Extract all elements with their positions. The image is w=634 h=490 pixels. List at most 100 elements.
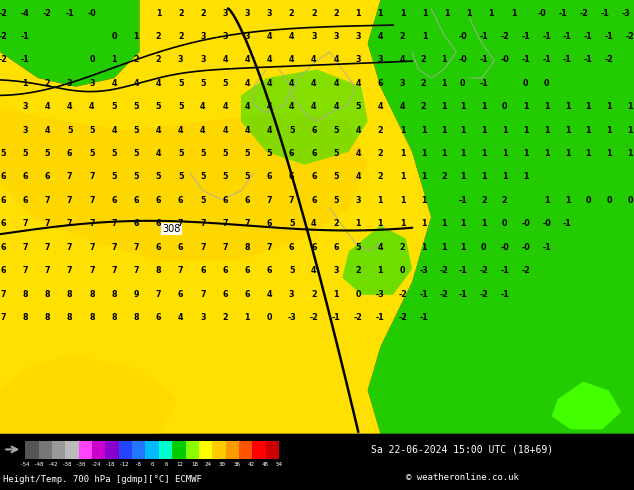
Text: 7: 7 — [23, 266, 28, 275]
Text: -1: -1 — [542, 243, 551, 252]
Text: -1: -1 — [376, 313, 385, 322]
Text: 1: 1 — [544, 125, 549, 135]
Text: 7: 7 — [45, 243, 50, 252]
Text: 2: 2 — [178, 32, 183, 41]
Text: 4: 4 — [67, 102, 72, 111]
Text: 7: 7 — [112, 266, 117, 275]
Text: 5: 5 — [89, 149, 94, 158]
Text: 4: 4 — [356, 172, 361, 181]
Polygon shape — [368, 0, 634, 434]
Text: 4: 4 — [178, 125, 183, 135]
Text: 4: 4 — [356, 149, 361, 158]
Text: 6: 6 — [1, 266, 6, 275]
Text: 1: 1 — [628, 149, 633, 158]
Text: 5: 5 — [134, 149, 139, 158]
Text: 5: 5 — [23, 149, 28, 158]
Polygon shape — [0, 108, 368, 260]
Text: 1: 1 — [156, 8, 161, 18]
Bar — [132, 441, 145, 459]
Text: 1: 1 — [502, 172, 507, 181]
Text: 4: 4 — [311, 102, 316, 111]
Text: 5: 5 — [134, 172, 139, 181]
Text: Height/Temp. 700 hPa [gdmp][°C] ECMWF: Height/Temp. 700 hPa [gdmp][°C] ECMWF — [3, 475, 202, 484]
Text: 1: 1 — [400, 125, 405, 135]
Text: 1: 1 — [489, 8, 494, 18]
Text: 2: 2 — [223, 313, 228, 322]
Text: 1: 1 — [422, 32, 427, 41]
Text: 7: 7 — [178, 219, 183, 228]
Text: 1: 1 — [441, 243, 446, 252]
Text: -1: -1 — [21, 32, 30, 41]
Text: 6: 6 — [164, 463, 168, 467]
Text: 4: 4 — [311, 266, 316, 275]
Text: 5: 5 — [289, 219, 294, 228]
Text: 1: 1 — [607, 102, 612, 111]
Text: 3: 3 — [89, 79, 94, 88]
Text: -2: -2 — [439, 266, 448, 275]
Text: 5: 5 — [112, 149, 117, 158]
Text: 5: 5 — [178, 149, 183, 158]
Polygon shape — [0, 0, 139, 87]
Text: 1: 1 — [481, 172, 486, 181]
Text: 8: 8 — [67, 290, 72, 298]
Text: 7: 7 — [200, 219, 205, 228]
Text: -48: -48 — [34, 463, 45, 467]
Bar — [119, 441, 132, 459]
Text: 7: 7 — [67, 243, 72, 252]
Text: -0: -0 — [500, 243, 509, 252]
Text: 6: 6 — [134, 219, 139, 228]
Text: 6: 6 — [200, 266, 205, 275]
Text: 2: 2 — [156, 55, 161, 64]
Text: -1: -1 — [500, 266, 509, 275]
Text: -0: -0 — [87, 8, 96, 18]
Text: 2: 2 — [289, 8, 294, 18]
Text: -1: -1 — [419, 313, 428, 322]
Text: 1: 1 — [421, 149, 426, 158]
Text: 8: 8 — [67, 313, 72, 322]
Text: 4: 4 — [289, 32, 294, 41]
Text: 6: 6 — [1, 196, 6, 205]
Text: 3: 3 — [223, 8, 228, 18]
Bar — [105, 441, 119, 459]
Text: 1: 1 — [481, 149, 486, 158]
Text: 3: 3 — [200, 313, 205, 322]
Text: 30: 30 — [219, 463, 226, 467]
Text: 5: 5 — [200, 149, 205, 158]
Text: -1: -1 — [479, 32, 488, 41]
Text: 4: 4 — [45, 102, 50, 111]
Text: 5: 5 — [245, 149, 250, 158]
Text: 1: 1 — [444, 8, 450, 18]
Bar — [199, 441, 212, 459]
Text: -2: -2 — [626, 32, 634, 41]
Text: -0: -0 — [521, 219, 530, 228]
Text: 6: 6 — [178, 196, 183, 205]
Text: 6: 6 — [289, 243, 294, 252]
Text: 1: 1 — [460, 102, 465, 111]
Text: -1: -1 — [332, 313, 340, 322]
Text: 0: 0 — [400, 266, 405, 275]
Text: -3: -3 — [376, 290, 385, 298]
Bar — [239, 441, 252, 459]
Text: -1: -1 — [458, 266, 467, 275]
Text: -3: -3 — [419, 266, 428, 275]
Bar — [212, 441, 226, 459]
Text: 5: 5 — [178, 172, 183, 181]
Text: 8: 8 — [45, 313, 50, 322]
Text: 1: 1 — [356, 8, 361, 18]
Text: 5: 5 — [156, 172, 161, 181]
Bar — [25, 441, 39, 459]
Text: 6: 6 — [223, 290, 228, 298]
Text: -54: -54 — [20, 463, 30, 467]
Text: 7: 7 — [245, 219, 250, 228]
Text: -0: -0 — [500, 55, 509, 64]
Text: -30: -30 — [77, 463, 87, 467]
Text: 36: 36 — [233, 463, 240, 467]
Text: 1: 1 — [502, 125, 507, 135]
Text: 6: 6 — [23, 172, 28, 181]
Text: 4: 4 — [112, 125, 117, 135]
Text: 1: 1 — [544, 102, 549, 111]
Text: 5: 5 — [200, 79, 205, 88]
Text: -8: -8 — [134, 463, 141, 467]
Text: 4: 4 — [267, 125, 272, 135]
Text: -1: -1 — [600, 8, 609, 18]
